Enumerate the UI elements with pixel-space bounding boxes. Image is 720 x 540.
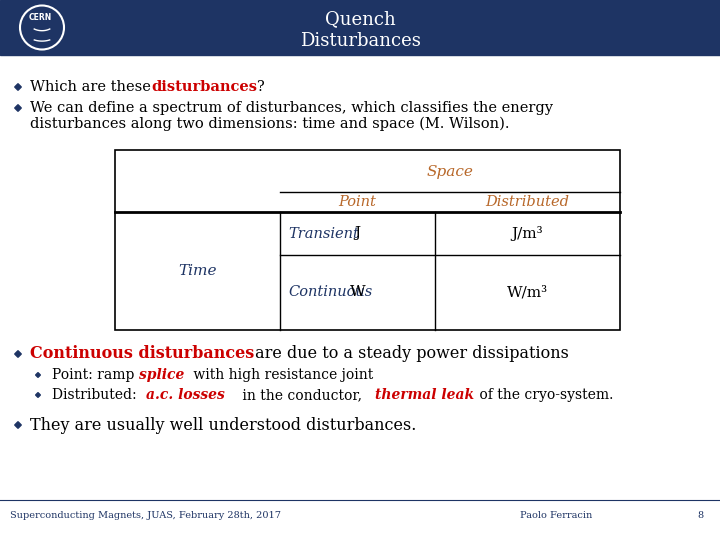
Text: They are usually well understood disturbances.: They are usually well understood disturb… [30, 416, 416, 434]
Text: W: W [350, 286, 365, 300]
Polygon shape [14, 422, 22, 428]
Text: Transient: Transient [288, 226, 359, 240]
Text: with high resistance joint: with high resistance joint [189, 368, 373, 382]
Polygon shape [14, 350, 22, 357]
Text: Which are these: Which are these [30, 80, 156, 94]
Text: Space: Space [426, 165, 474, 179]
Text: Point: Point [338, 195, 377, 209]
Text: are due to a steady power dissipations: are due to a steady power dissipations [251, 346, 570, 362]
Text: We can define a spectrum of disturbances, which classifies the energy: We can define a spectrum of disturbances… [30, 101, 553, 115]
Polygon shape [35, 373, 40, 377]
Text: J/m³: J/m³ [512, 226, 544, 241]
Text: Continuous disturbances: Continuous disturbances [30, 346, 254, 362]
Text: Superconducting Magnets, JUAS, February 28th, 2017: Superconducting Magnets, JUAS, February … [10, 510, 281, 519]
Polygon shape [35, 393, 40, 397]
Text: 8: 8 [697, 510, 703, 519]
Text: Distributed:: Distributed: [52, 388, 141, 402]
Text: W/m³: W/m³ [507, 286, 548, 300]
Polygon shape [14, 84, 22, 90]
Text: Point: ramp: Point: ramp [52, 368, 139, 382]
Text: splice: splice [139, 368, 184, 382]
Text: Continuous: Continuous [288, 286, 372, 300]
Text: of the cryo-system.: of the cryo-system. [474, 388, 613, 402]
Text: Quench: Quench [325, 10, 395, 28]
Text: disturbances: disturbances [151, 80, 257, 94]
Text: ?: ? [256, 80, 264, 94]
Text: in the conductor,: in the conductor, [238, 388, 366, 402]
Text: CERN: CERN [29, 12, 53, 22]
Text: J: J [354, 226, 361, 240]
Text: Time: Time [179, 264, 217, 278]
Text: a.c. losses: a.c. losses [146, 388, 225, 402]
Text: Paolo Ferracin: Paolo Ferracin [520, 510, 593, 519]
Text: Disturbances: Disturbances [300, 32, 420, 50]
Bar [0, 0, 720, 55]
Text: thermal leak: thermal leak [375, 388, 474, 402]
Polygon shape [14, 105, 22, 111]
Text: disturbances along two dimensions: time and space (M. Wilson).: disturbances along two dimensions: time … [30, 117, 510, 131]
Text: Distributed: Distributed [485, 195, 570, 209]
Bar [115, 150, 620, 330]
